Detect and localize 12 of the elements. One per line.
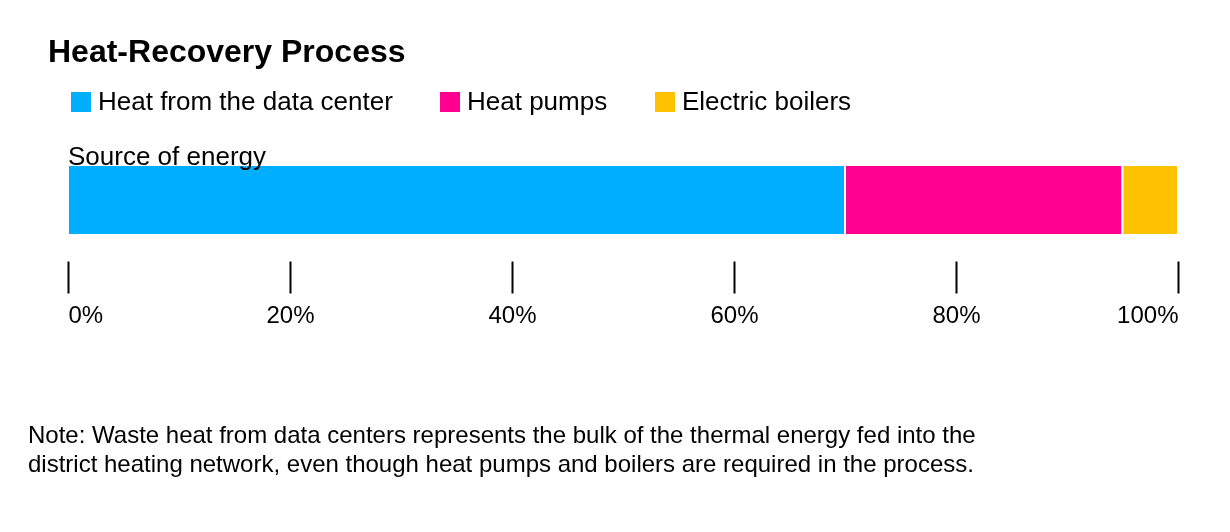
x-tick-label: 0% [68, 300, 104, 328]
text: Note: Waste heat from data centers represents the bulk of the thermal energy fed into the district heating network, even though heat pumps and boilers are required in the process. [28, 420, 977, 478]
y-tick-label: Source of energy [68, 141, 267, 171]
x-tick-label: 80% [932, 300, 981, 328]
chart-title: Heat-Recovery Process [48, 33, 406, 69]
x-tick-label: 20% [266, 300, 315, 328]
legend-label: Heat from the data center [98, 86, 394, 116]
legend-label: Electric boilers [682, 86, 852, 116]
x-tick-label: 40% [488, 300, 537, 328]
legend-label: Heat pumps [467, 86, 608, 116]
x-tick-label: 60% [710, 300, 759, 328]
x-tick-label: 100% [1117, 300, 1179, 328]
